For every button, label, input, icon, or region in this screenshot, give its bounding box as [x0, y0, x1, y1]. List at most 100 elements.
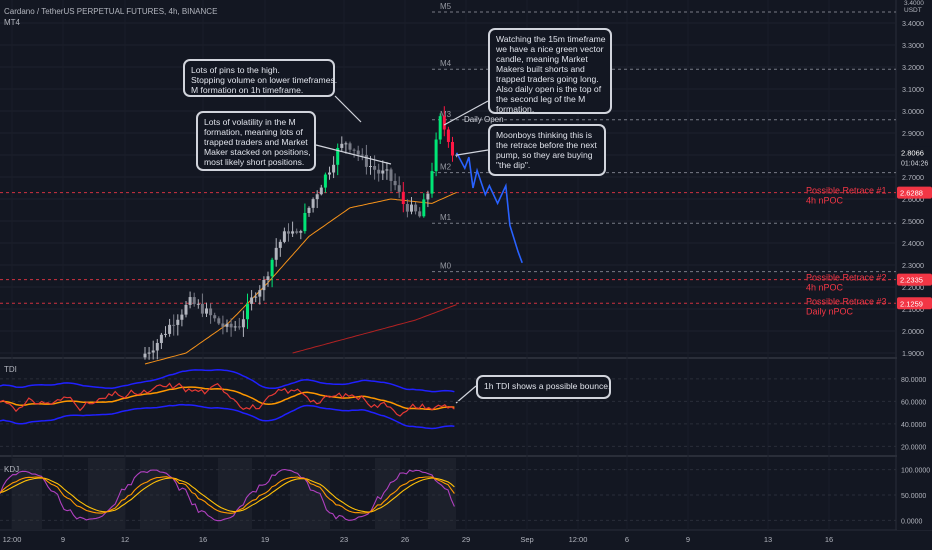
tdi-midline — [0, 386, 455, 411]
candle-body — [455, 154, 459, 156]
price-tick: 2.3000 — [902, 261, 924, 270]
tdi-upper-band — [0, 368, 455, 393]
price-tick: 2.6000 — [902, 195, 924, 204]
tdi-tick: 60.0000 — [901, 399, 926, 406]
candle-body — [237, 326, 241, 328]
candle-body — [164, 333, 167, 335]
price-tick: 2.2000 — [902, 283, 924, 292]
price-axis-bg — [897, 0, 932, 530]
price-tick: 2.4000 — [902, 239, 924, 248]
time-axis[interactable]: 12:00 9 12 16 19 23 26 29 Sep 12:00 6 9 13 16 — [3, 535, 834, 544]
price-tick: 3.4000 — [902, 19, 924, 28]
price-axis-currency: USDT — [904, 7, 922, 14]
kdj-k-line — [0, 476, 455, 514]
kdj-shade-block — [88, 458, 125, 530]
price-tick: 1.9000 — [902, 349, 924, 358]
candle-body — [180, 314, 184, 320]
time-tick: 26 — [401, 535, 409, 544]
leader-line — [334, 95, 362, 123]
candle-body — [328, 172, 331, 175]
price-axis[interactable]: 3.4000USDT3.40003.30003.20003.10003.0000… — [897, 0, 932, 530]
ema-slow-line — [292, 304, 457, 354]
candle-body — [147, 352, 151, 354]
candle-body — [209, 308, 213, 316]
candle-body — [360, 154, 364, 156]
kdj-indicator — [0, 468, 896, 522]
retrace-name: Possible Retrace #2 — [806, 273, 887, 283]
current-price-badge — [897, 146, 932, 170]
candle-body — [155, 342, 159, 351]
candle-body — [295, 231, 299, 233]
tdi-tick: 40.0000 — [901, 422, 926, 429]
candle-body — [434, 139, 438, 172]
kdj-shade-block — [290, 458, 330, 530]
retrace-name: Possible Retrace #1 — [806, 186, 887, 196]
candle-body — [344, 143, 348, 145]
price-tick: 3.3000 — [902, 41, 924, 50]
price-axis-top: 3.4000 — [904, 0, 924, 7]
candle-body — [205, 308, 208, 314]
candle-body — [373, 166, 377, 170]
retrace-badge — [897, 186, 932, 199]
candle-body — [291, 231, 295, 234]
candle-body — [213, 315, 217, 319]
candle-body — [278, 241, 282, 248]
retrace-badge-text: 2.1259 — [900, 299, 923, 308]
price-tick: 3.1000 — [902, 85, 924, 94]
candle-body — [229, 323, 233, 328]
tdi-rsi-line — [0, 382, 455, 417]
retrace-badge-text: 2.6288 — [900, 189, 923, 198]
retrace-badge — [897, 297, 932, 310]
candle-body — [442, 116, 446, 130]
kdj-shade-block — [375, 458, 400, 530]
candle-body — [356, 150, 360, 155]
time-tick: 9 — [686, 535, 690, 544]
candle-body — [262, 279, 266, 291]
candle-body — [410, 204, 413, 212]
countdown: 01:04:26 — [901, 161, 928, 168]
kdj-tick: 100.0000 — [901, 468, 930, 475]
candle-body — [221, 323, 225, 327]
candle-body — [393, 180, 397, 186]
note-watching[interactable]: Watching the 15m timeframe we have a nic… — [488, 28, 612, 114]
candle-body — [274, 247, 278, 260]
candle-body — [381, 170, 385, 174]
tdi-lower-band — [0, 403, 455, 430]
ema-fast-line — [144, 191, 457, 365]
candle-body — [348, 143, 352, 150]
candle-body — [418, 211, 422, 217]
candle-body — [184, 304, 188, 315]
m-level-label: M3 — [440, 110, 452, 119]
time-tick: Sep — [520, 535, 533, 544]
tdi-tick: 80.0000 — [901, 377, 926, 384]
note-tdi[interactable]: 1h TDI shows a possible bounce. — [476, 375, 611, 399]
time-tick: 12:00 — [569, 535, 588, 544]
retrace-sub: 4h nPOC — [806, 196, 844, 206]
candle-body — [446, 129, 450, 142]
candle-body — [389, 169, 393, 181]
retrace-sub: 4h nPOC — [806, 283, 844, 293]
projection-line — [455, 152, 523, 264]
symbol-title[interactable]: Cardano / TetherUS PERPETUAL FUTURES, 4h… — [4, 7, 218, 16]
candle-body — [336, 147, 340, 165]
candle-body — [188, 297, 192, 305]
candle-body — [225, 323, 229, 327]
price-tick: 3.0000 — [902, 107, 924, 116]
note-moonboys[interactable]: Moonboys thinking this is the retrace be… — [488, 124, 606, 176]
time-tick: 6 — [625, 535, 629, 544]
note-pins[interactable]: Lots of pins to the high. Stopping volum… — [183, 59, 337, 97]
kdj-shade-block — [140, 458, 170, 530]
candle-body — [233, 326, 237, 328]
time-tick: 19 — [261, 535, 269, 544]
m-level-label: M0 — [440, 262, 452, 271]
candle-body — [159, 334, 163, 343]
candle-body — [217, 318, 221, 324]
indicator-label[interactable]: MT4 — [4, 18, 20, 27]
candle-body — [250, 297, 254, 304]
candle-body — [254, 296, 258, 298]
note-volatility[interactable]: Lots of volatility in the M formation, m… — [196, 111, 316, 171]
candle-body — [200, 303, 204, 314]
grid — [0, 22, 896, 354]
time-tick: 13 — [764, 535, 772, 544]
